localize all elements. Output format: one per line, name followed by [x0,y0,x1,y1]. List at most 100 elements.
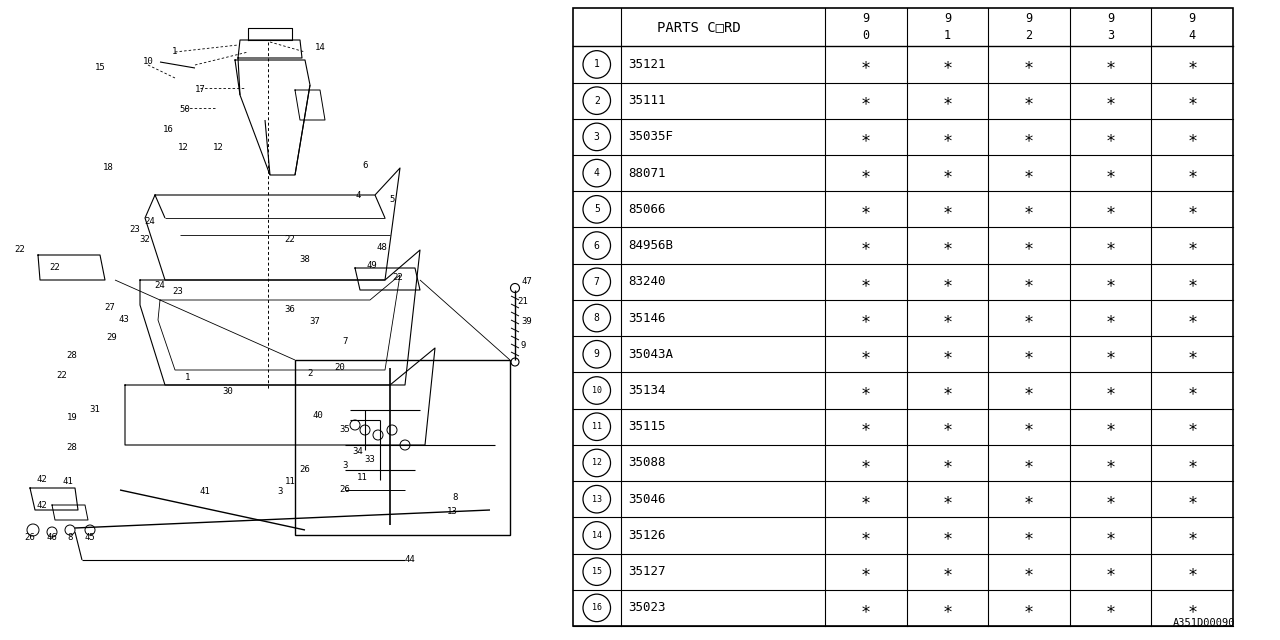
Text: 35134: 35134 [628,384,666,397]
Text: 6: 6 [362,161,367,170]
Text: 0: 0 [863,29,869,42]
Text: 23: 23 [173,287,183,296]
Text: ∗: ∗ [1188,563,1197,580]
Text: ∗: ∗ [1106,309,1116,327]
Text: 4: 4 [1189,29,1196,42]
Text: 15: 15 [95,63,105,72]
Text: 34: 34 [352,447,364,456]
Text: ∗: ∗ [1188,454,1197,472]
Text: ∗: ∗ [1024,128,1034,146]
Text: 29: 29 [106,333,118,342]
Text: 3: 3 [1107,29,1114,42]
Text: 35115: 35115 [628,420,666,433]
Text: 46: 46 [46,534,58,543]
Text: 11: 11 [357,474,367,483]
Text: 4: 4 [594,168,600,178]
Text: ∗: ∗ [942,490,952,508]
Text: 26: 26 [24,534,36,543]
Text: 36: 36 [284,305,296,314]
Text: 9: 9 [1189,12,1196,25]
Polygon shape [238,40,302,58]
Polygon shape [38,255,105,280]
Text: 24: 24 [145,218,155,227]
Text: 1: 1 [943,29,951,42]
Text: 84956B: 84956B [628,239,673,252]
Text: ∗: ∗ [1188,418,1197,436]
Text: ∗: ∗ [1024,454,1034,472]
Text: ∗: ∗ [861,200,870,218]
Text: 41: 41 [200,488,210,497]
Text: 28: 28 [67,351,77,360]
Text: 18: 18 [102,163,114,173]
Text: ∗: ∗ [942,237,952,255]
Text: ∗: ∗ [1106,56,1116,74]
Text: 9: 9 [1025,12,1033,25]
Text: ∗: ∗ [1188,128,1197,146]
Text: 35043A: 35043A [628,348,673,361]
Text: 28: 28 [67,444,77,452]
Text: ∗: ∗ [1024,237,1034,255]
Text: 22: 22 [393,273,403,282]
Text: ∗: ∗ [1106,563,1116,580]
Text: 11: 11 [591,422,602,431]
Text: 9: 9 [520,340,526,349]
Text: 45: 45 [84,534,96,543]
Text: 32: 32 [140,236,150,244]
Text: 85066: 85066 [628,203,666,216]
Text: ∗: ∗ [1188,200,1197,218]
Text: 35046: 35046 [628,493,666,506]
Text: 13: 13 [591,495,602,504]
Text: ∗: ∗ [1188,92,1197,109]
Text: 4: 4 [356,191,361,200]
Text: 7: 7 [342,337,348,346]
Text: ∗: ∗ [1024,563,1034,580]
Text: ∗: ∗ [861,490,870,508]
Text: 22: 22 [284,236,296,244]
Text: ∗: ∗ [1106,200,1116,218]
Text: ∗: ∗ [942,418,952,436]
Text: ∗: ∗ [942,92,952,109]
Text: ∗: ∗ [1106,273,1116,291]
Text: ∗: ∗ [861,309,870,327]
Text: 16: 16 [163,125,173,134]
Text: 20: 20 [334,364,346,372]
Text: ∗: ∗ [1024,527,1034,545]
Text: 15: 15 [591,567,602,576]
Text: 9: 9 [863,12,869,25]
Text: ∗: ∗ [861,273,870,291]
Text: 37: 37 [310,317,320,326]
Text: ∗: ∗ [1024,599,1034,617]
Text: ∗: ∗ [861,563,870,580]
Text: 83240: 83240 [628,275,666,288]
Text: 35035F: 35035F [628,131,673,143]
Text: ∗: ∗ [861,345,870,364]
Polygon shape [140,250,420,385]
Text: ∗: ∗ [1024,345,1034,364]
Text: ∗: ∗ [1024,309,1034,327]
Text: ∗: ∗ [1188,56,1197,74]
Text: 6: 6 [594,241,600,251]
Text: ∗: ∗ [1188,599,1197,617]
Text: ∗: ∗ [1106,490,1116,508]
Bar [573,8,1233,626]
Polygon shape [157,275,399,370]
Text: ∗: ∗ [1106,381,1116,399]
Text: 23: 23 [129,225,141,234]
Text: ∗: ∗ [942,56,952,74]
Text: 35127: 35127 [628,565,666,578]
Text: 33: 33 [365,456,375,465]
Text: 49: 49 [366,260,378,269]
Text: ∗: ∗ [1188,309,1197,327]
Text: A351D00090: A351D00090 [1172,618,1235,628]
Text: ∗: ∗ [1024,56,1034,74]
Text: 39: 39 [522,317,532,326]
Polygon shape [236,60,310,175]
Text: ∗: ∗ [1024,490,1034,508]
Text: ∗: ∗ [942,563,952,580]
Text: 50: 50 [179,106,191,115]
Text: 22: 22 [14,246,26,255]
Text: ∗: ∗ [942,345,952,364]
Text: 48: 48 [376,243,388,253]
Text: ∗: ∗ [1024,418,1034,436]
Text: 9: 9 [594,349,600,359]
